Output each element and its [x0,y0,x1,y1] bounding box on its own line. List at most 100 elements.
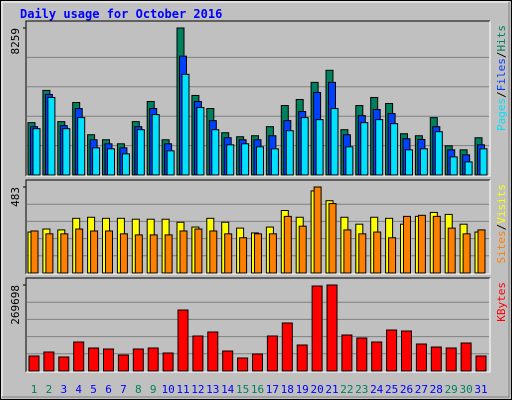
bar [449,156,458,176]
bar [62,128,71,176]
bar [92,147,101,176]
bar [147,347,159,372]
bar [121,153,130,176]
bar [356,337,368,372]
bar [417,214,426,274]
bar [241,143,250,176]
x-tick-label: 26 [400,383,413,396]
bar [464,161,473,176]
legend-entry: Pages [495,98,508,131]
x-tick-label: 21 [325,383,338,396]
bar [388,237,397,274]
bar [192,335,204,372]
bar [298,225,307,274]
bar [256,146,264,176]
bar [119,233,128,274]
bar [270,148,279,176]
x-tick-label: 13 [206,383,219,396]
bar [360,122,369,176]
bar [447,227,456,274]
legend: Sites/Visits [495,184,508,264]
bar [207,331,219,372]
bar [313,186,322,274]
bar [462,233,471,274]
legend-separator: / [495,224,508,231]
plot-bevel [26,180,491,275]
bar [179,230,188,274]
y-tick-label: 269698 [9,285,22,325]
plot-bevel [26,21,491,177]
bar [132,348,144,372]
bar [386,329,398,372]
bar [237,357,249,372]
bar [268,233,277,274]
bar [254,233,262,274]
x-tick-label: 25 [385,383,398,396]
bar [77,117,86,176]
chart-title: Daily usage for October 2016 [20,7,222,21]
x-tick-label: 29 [445,383,458,396]
bar [300,117,309,176]
bar [117,354,129,372]
x-tick-label: 8 [135,383,142,396]
x-tick-label: 14 [221,383,235,396]
x-tick-label: 28 [430,383,443,396]
bar [252,353,263,372]
bar [47,96,56,176]
plot-bevel [26,278,491,373]
bar [177,309,189,372]
bar [341,334,353,372]
bar [149,234,158,274]
x-tick-label: 12 [191,383,204,396]
bar [311,285,323,372]
bar [32,128,41,176]
x-tick-label: 2 [46,383,53,396]
bar [419,148,428,176]
bar [479,148,488,176]
bar [136,129,145,176]
bar [194,228,203,274]
legend-separator: / [495,52,508,59]
bar [460,342,472,372]
bar [405,149,413,176]
bar [88,347,100,372]
bar [434,131,443,176]
bar [328,203,337,274]
bar [90,230,99,274]
legend-entry: Sites [495,230,508,263]
bar [209,230,218,274]
bar [375,119,384,176]
bar [373,231,382,274]
bar [371,341,383,372]
legend-entry: KBytes [495,282,508,322]
legend-entry: Files [495,58,508,91]
x-tick-label: 30 [459,383,472,396]
x-tick-label: 20 [310,383,323,396]
bar [326,284,338,372]
y-tick-label: 8259 [9,28,22,55]
x-tick-label: 27 [415,383,428,396]
bar [73,341,85,372]
bar [105,230,113,274]
bar [151,114,160,176]
bar [166,150,175,176]
x-tick-label: 11 [176,383,189,396]
x-tick-label: 18 [281,383,294,396]
plot-bevel [25,277,490,372]
bar [28,355,40,372]
bar [477,229,486,274]
bar [475,355,487,372]
bar [403,215,411,274]
bar [315,119,324,176]
x-tick-label: 23 [355,383,368,396]
x-tick-label: 22 [340,383,353,396]
x-tick-label: 24 [370,383,384,396]
bar [296,344,308,372]
bar [30,230,39,274]
bar [164,234,173,274]
bar [445,347,457,372]
bar [266,335,278,372]
x-tick-label: 6 [105,383,112,396]
